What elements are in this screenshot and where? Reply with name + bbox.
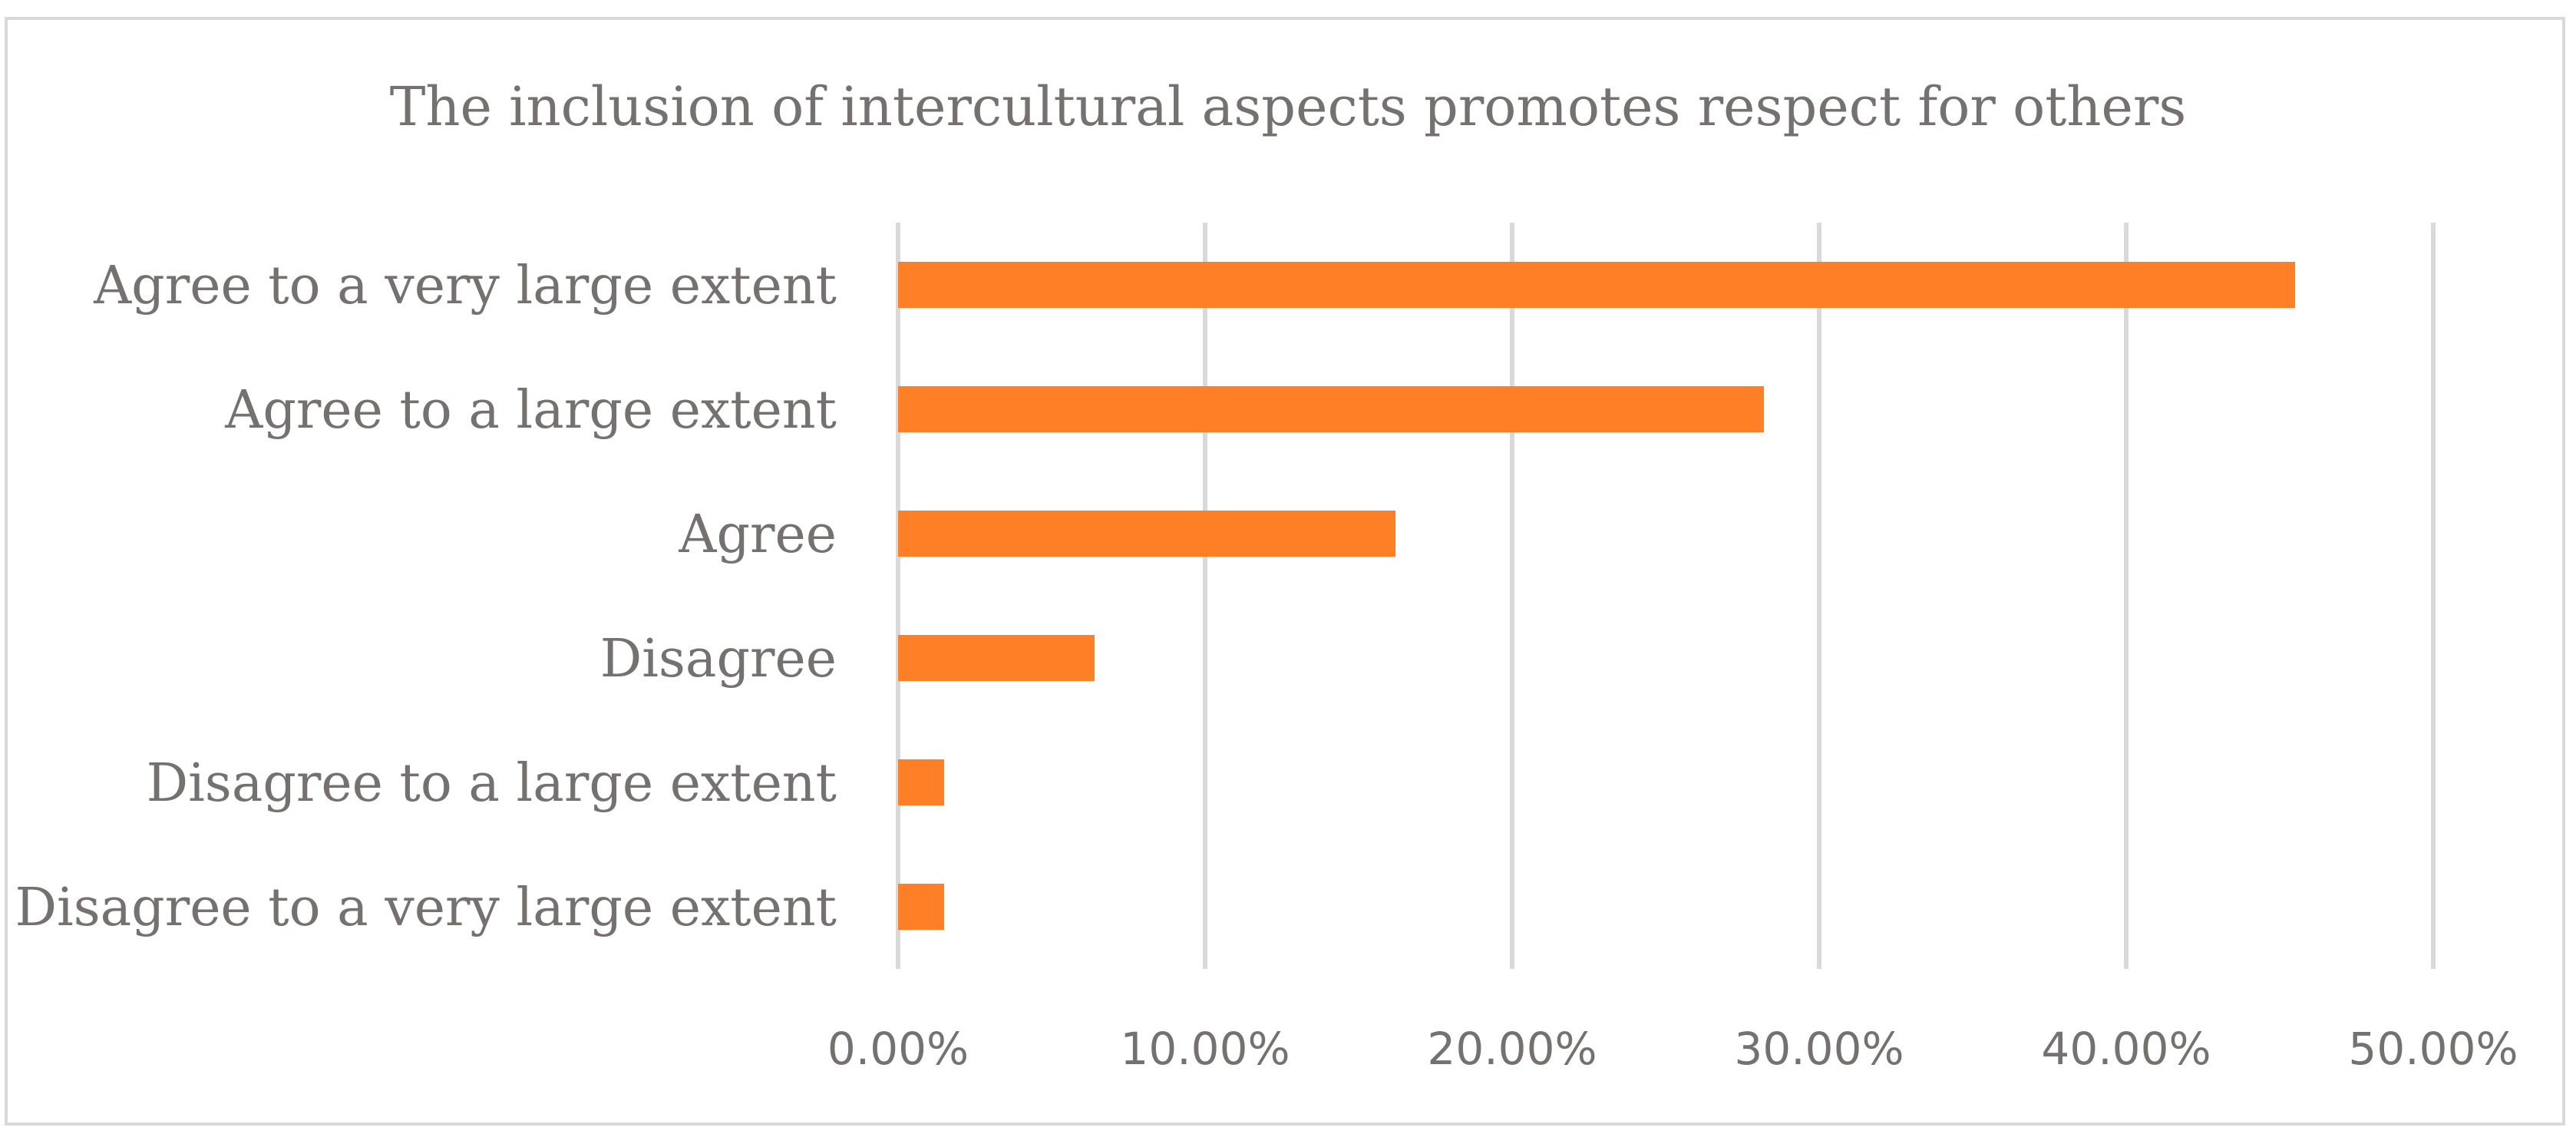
bar-4: [898, 759, 944, 805]
category-labels: Agree to a very large extent Agree to a l…: [15, 256, 837, 938]
x-tick-label-1: 10.00%: [1120, 1023, 1290, 1075]
x-axis-tick-labels: 0.00% 10.00% 20.00% 30.00% 40.00% 50.00%: [827, 1023, 2518, 1075]
x-tick-label-0: 0.00%: [827, 1023, 969, 1075]
chart-frame: [5, 17, 2565, 1126]
bar-5: [898, 884, 944, 930]
x-tick-label-4: 40.00%: [2041, 1023, 2211, 1075]
chart-title: The inclusion of intercultural aspects p…: [390, 75, 2187, 138]
category-label-2: Agree: [678, 504, 837, 565]
bar-1: [898, 386, 1764, 432]
x-tick-label-3: 30.00%: [1734, 1023, 1904, 1075]
category-label-3: Disagree: [600, 629, 837, 689]
x-tick-label-5: 50.00%: [2348, 1023, 2518, 1075]
category-label-0: Agree to a very large extent: [93, 256, 837, 316]
category-label-5: Disagree to a very large extent: [15, 878, 837, 938]
bar-2: [898, 511, 1395, 557]
bar-0: [898, 262, 2295, 308]
category-label-4: Disagree to a large extent: [147, 753, 837, 814]
bar-3: [898, 635, 1095, 681]
bars: [898, 262, 2295, 930]
category-label-1: Agree to a large extent: [224, 380, 837, 441]
x-tick-label-2: 20.00%: [1427, 1023, 1597, 1075]
grid-lines: [896, 223, 2436, 969]
